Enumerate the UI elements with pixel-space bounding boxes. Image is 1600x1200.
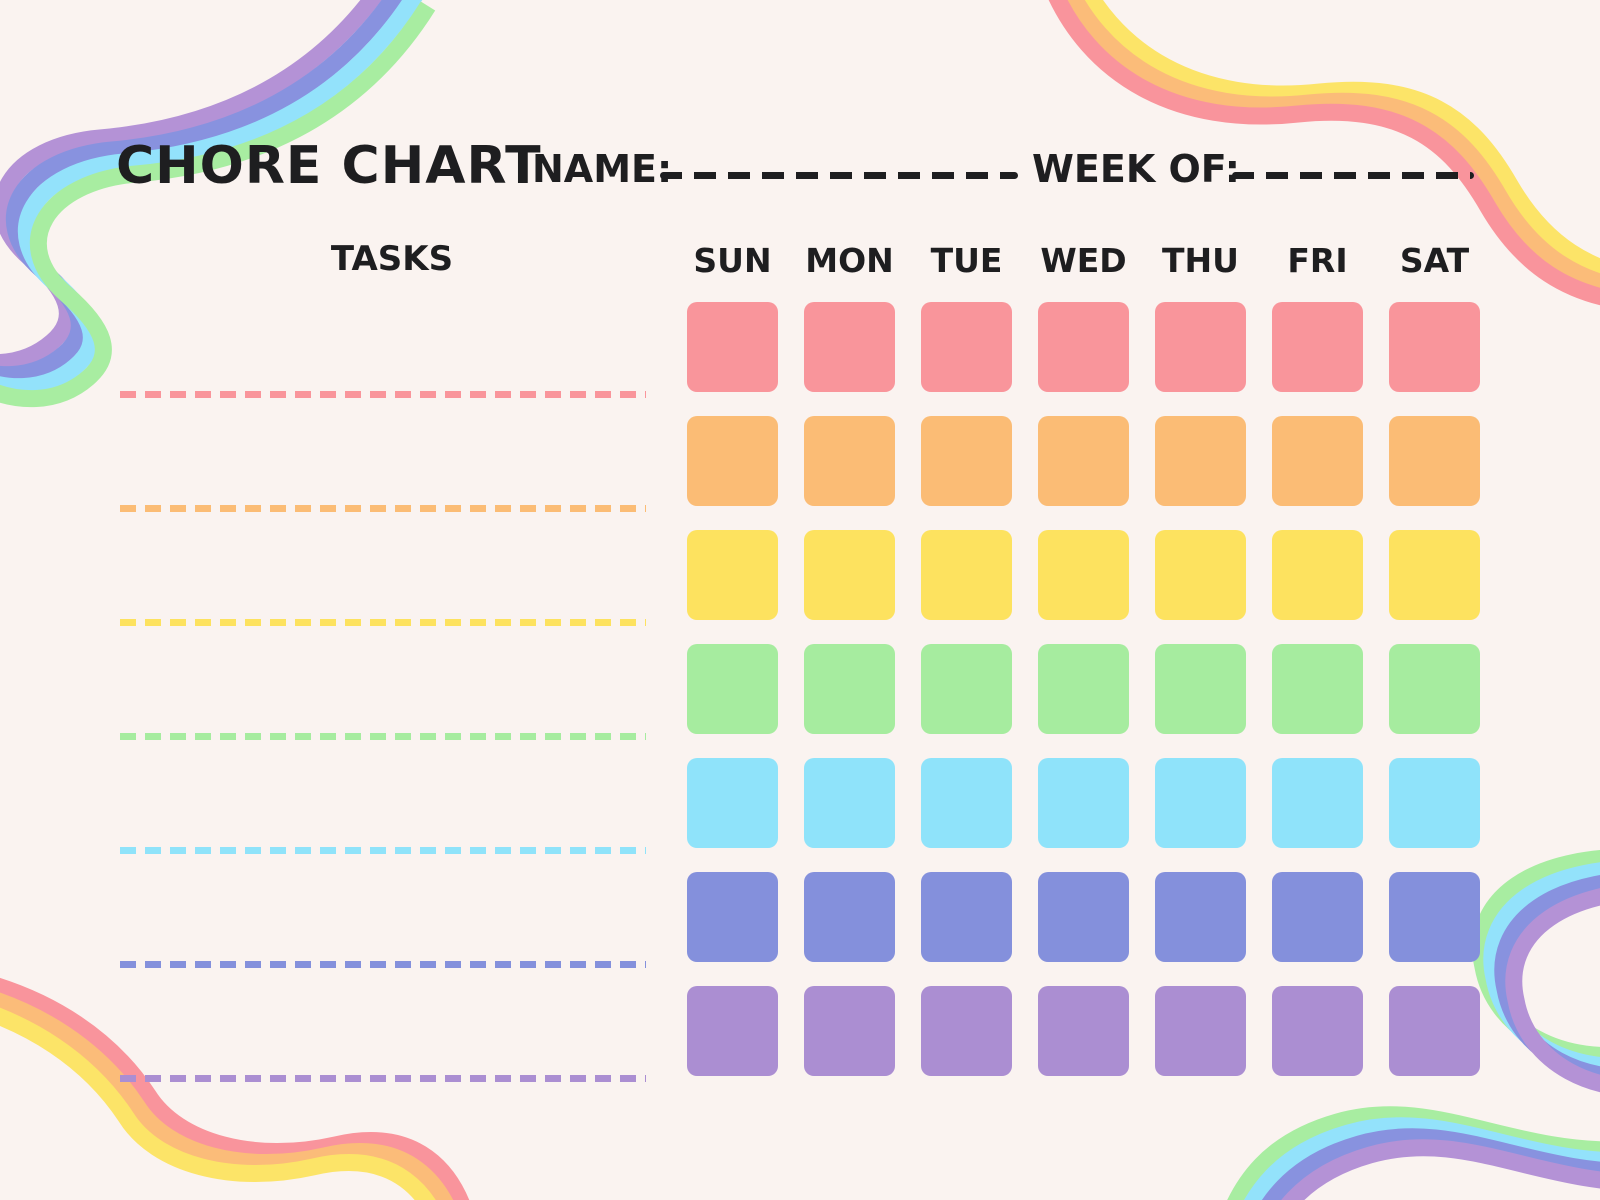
chore-cell[interactable] xyxy=(687,758,778,848)
chore-cell[interactable] xyxy=(687,416,778,506)
chore-cell[interactable] xyxy=(1038,530,1129,620)
chore-cell[interactable] xyxy=(1389,758,1480,848)
chore-cell[interactable] xyxy=(921,530,1012,620)
chore-cell[interactable] xyxy=(1389,302,1480,392)
task-write-line[interactable] xyxy=(120,1075,646,1082)
chore-cell[interactable] xyxy=(1155,302,1246,392)
tasks-column-header: TASKS xyxy=(330,239,454,279)
name-write-line[interactable] xyxy=(660,172,1018,179)
chore-cell[interactable] xyxy=(687,644,778,734)
chore-cell[interactable] xyxy=(1038,872,1129,962)
chore-cell[interactable] xyxy=(921,302,1012,392)
chore-cell[interactable] xyxy=(1272,644,1363,734)
chore-cell[interactable] xyxy=(804,530,895,620)
task-write-line[interactable] xyxy=(120,619,646,626)
chore-cell[interactable] xyxy=(921,758,1012,848)
day-header-thu: THU xyxy=(1162,241,1239,280)
chore-cell[interactable] xyxy=(1155,758,1246,848)
rainbow-ribbon-bottom-right xyxy=(1227,850,1600,1200)
chore-cell[interactable] xyxy=(1155,872,1246,962)
chore-cell[interactable] xyxy=(1389,872,1480,962)
chore-cell[interactable] xyxy=(1389,986,1480,1076)
chore-cell[interactable] xyxy=(1389,530,1480,620)
chore-cell[interactable] xyxy=(921,644,1012,734)
chore-cell[interactable] xyxy=(804,758,895,848)
day-header-fri: FRI xyxy=(1287,241,1348,280)
page-title: CHORE CHART xyxy=(116,136,542,196)
day-header-mon: MON xyxy=(805,241,894,280)
rainbow-ribbon-top-left xyxy=(0,0,436,408)
chore-cell[interactable] xyxy=(1038,986,1129,1076)
task-write-line[interactable] xyxy=(120,961,646,968)
chore-cell[interactable] xyxy=(1272,872,1363,962)
chore-cell[interactable] xyxy=(1038,758,1129,848)
task-write-line[interactable] xyxy=(120,391,646,398)
chore-cell[interactable] xyxy=(687,302,778,392)
chore-cell[interactable] xyxy=(1155,986,1246,1076)
chore-cell[interactable] xyxy=(804,302,895,392)
chore-cell[interactable] xyxy=(1389,416,1480,506)
chore-cell[interactable] xyxy=(1272,986,1363,1076)
day-header-wed: WED xyxy=(1040,241,1127,280)
name-label: NAME: xyxy=(532,147,673,191)
day-header-sun: SUN xyxy=(693,241,772,280)
chore-cell[interactable] xyxy=(804,644,895,734)
chore-cell[interactable] xyxy=(921,986,1012,1076)
chore-cell[interactable] xyxy=(1272,416,1363,506)
chore-cell[interactable] xyxy=(687,530,778,620)
chore-cell[interactable] xyxy=(804,872,895,962)
chore-cell[interactable] xyxy=(804,986,895,1076)
chore-cell[interactable] xyxy=(1155,644,1246,734)
chore-cell[interactable] xyxy=(1272,302,1363,392)
chore-cell[interactable] xyxy=(921,416,1012,506)
chore-cell[interactable] xyxy=(921,872,1012,962)
chore-cell[interactable] xyxy=(1038,416,1129,506)
chore-cell[interactable] xyxy=(687,872,778,962)
task-write-line[interactable] xyxy=(120,505,646,512)
chore-cell[interactable] xyxy=(1389,644,1480,734)
week-of-label: WEEK OF: xyxy=(1032,147,1240,191)
chore-cell[interactable] xyxy=(804,416,895,506)
chore-cell[interactable] xyxy=(1038,302,1129,392)
chore-cell[interactable] xyxy=(687,986,778,1076)
week-of-write-line[interactable] xyxy=(1232,172,1474,179)
chore-cell[interactable] xyxy=(1155,416,1246,506)
chore-cell[interactable] xyxy=(1155,530,1246,620)
rainbow-ribbon-top-right xyxy=(1048,0,1600,306)
task-write-line[interactable] xyxy=(120,733,646,740)
chore-cell[interactable] xyxy=(1272,530,1363,620)
task-write-line[interactable] xyxy=(120,847,646,854)
chore-cell[interactable] xyxy=(1038,644,1129,734)
chore-cell[interactable] xyxy=(1272,758,1363,848)
rainbow-ribbon-bottom-left xyxy=(0,977,470,1200)
day-header-tue: TUE xyxy=(930,241,1003,280)
day-header-sat: SAT xyxy=(1399,241,1470,280)
